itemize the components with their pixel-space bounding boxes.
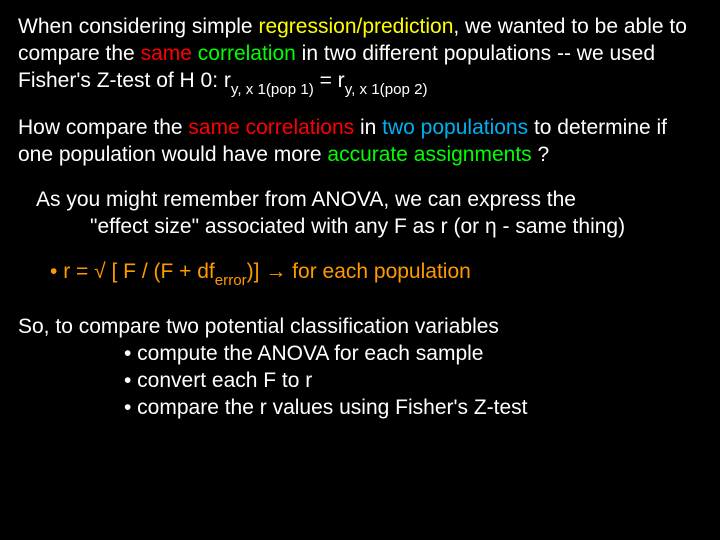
term-same: same: [141, 42, 192, 65]
term-accurate-assignments: accurate assignments: [327, 143, 531, 166]
eta-symbol: η: [485, 215, 497, 238]
bullet-icon: •: [50, 260, 63, 283]
subscript-error: error: [215, 272, 247, 289]
term-regression-prediction: regression/prediction: [258, 15, 453, 38]
text: in: [354, 116, 382, 139]
text: So, to compare two potential classificat…: [18, 315, 499, 338]
text: - same thing): [497, 215, 625, 238]
text: different populations: [362, 42, 557, 65]
text: r =: [63, 260, 94, 283]
bullet-item: • compare the r values using Fisher's Z-…: [124, 396, 528, 419]
paragraph-regression-intro: When considering simple regression/predi…: [18, 14, 702, 97]
text: "effect size" associated with any F as r…: [90, 215, 485, 238]
text: in two: [296, 42, 363, 65]
text: As you might remember from ANOVA, we can…: [36, 188, 576, 211]
text: ?: [532, 143, 550, 166]
sqrt-symbol: √: [94, 260, 106, 283]
bullet-item: • convert each F to r: [124, 369, 312, 392]
arrow-right-icon: →: [265, 260, 286, 283]
paragraph-procedure: So, to compare two potential classificat…: [18, 314, 702, 422]
paragraph-how-compare: How compare the same correlations in two…: [18, 115, 702, 169]
term-correlation: correlation: [198, 42, 296, 65]
formula-r-from-f: • r = √ [ F / (F + dferror)] → for each …: [18, 259, 702, 289]
text: How compare the: [18, 116, 188, 139]
term-two-populations: two populations: [382, 116, 528, 139]
paragraph-anova-reminder: As you might remember from ANOVA, we can…: [18, 187, 702, 241]
term-same-correlations: same correlations: [188, 116, 354, 139]
bullet-item: • compute the ANOVA for each sample: [124, 342, 483, 365]
text: [ F / (F + df: [106, 260, 215, 283]
subscript-pop2: y, x 1(pop 2): [345, 81, 428, 98]
subscript-pop1: y, x 1(pop 1): [231, 81, 314, 98]
text: )]: [247, 260, 266, 283]
text: When considering simple: [18, 15, 258, 38]
text-equals: = r: [314, 69, 345, 92]
text: for each population: [286, 260, 470, 283]
